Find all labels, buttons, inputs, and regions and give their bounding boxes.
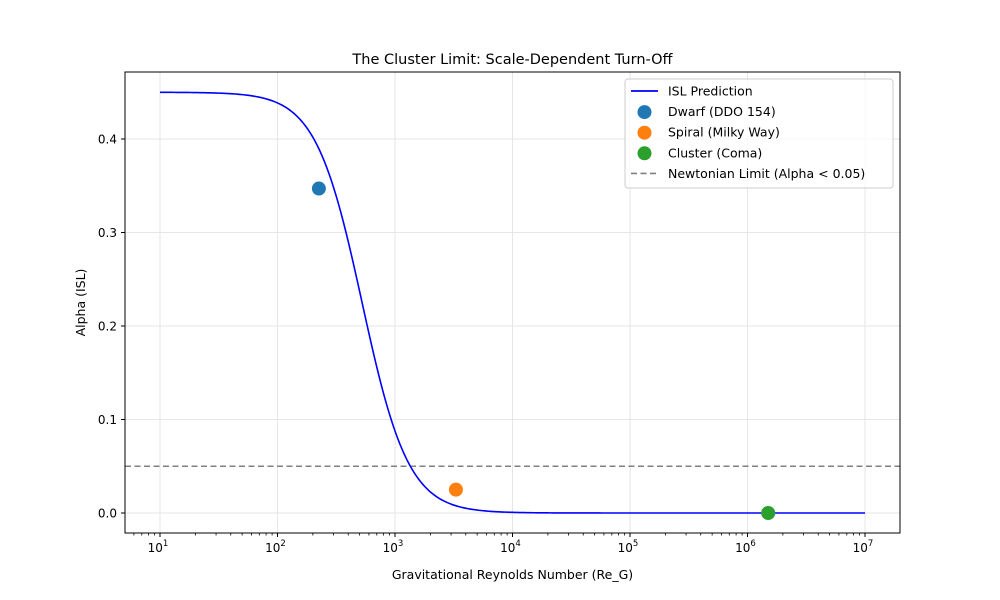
y-axis: 0.0 0.1 0.2 0.3 0.4	[98, 133, 125, 521]
legend-dot-icon	[637, 105, 652, 120]
y-tick-label: 0.4	[98, 133, 117, 147]
grid-lines	[125, 72, 900, 533]
data-point-cluster	[761, 506, 776, 520]
x-axis: 101 102 103 104 105 106 107	[133, 533, 873, 555]
legend-item: Cluster (Coma)	[637, 145, 762, 161]
legend-box	[624, 78, 894, 189]
plot-area	[125, 91, 900, 520]
legend-label: Spiral (Milky Way)	[668, 125, 780, 140]
data-point-dwarf	[311, 181, 326, 196]
legend-item: Spiral (Milky Way)	[637, 125, 780, 140]
y-tick-label: 0.1	[98, 413, 117, 427]
legend: ISL Prediction Dwarf (DDO 154) Spiral (Mil…	[624, 78, 894, 189]
y-tick-label: 0.3	[98, 226, 117, 240]
legend-label: Cluster (Coma)	[668, 145, 762, 160]
legend-item: ISL Prediction	[631, 84, 753, 99]
legend-label: Newtonian Limit (Alpha < 0.05)	[668, 166, 865, 181]
legend-dot-icon	[637, 146, 652, 161]
chart-title: The Cluster Limit: Scale-Dependent Turn-…	[351, 52, 673, 68]
legend-label: ISL Prediction	[668, 84, 753, 99]
legend-item: Dwarf (DDO 154)	[637, 104, 776, 120]
y-tick-label: 0.0	[98, 507, 117, 521]
y-tick-label: 0.2	[98, 320, 117, 334]
y-axis-label: Alpha (ISL)	[73, 269, 88, 337]
legend-dot-icon	[637, 125, 652, 140]
x-axis-label: Gravitational Reynolds Number (Re_G)	[392, 567, 633, 582]
isl-prediction-curve	[159, 91, 865, 514]
legend-item: Newtonian Limit (Alpha < 0.05)	[631, 166, 865, 181]
legend-label: Dwarf (DDO 154)	[668, 104, 776, 119]
data-point-spiral	[448, 482, 463, 497]
